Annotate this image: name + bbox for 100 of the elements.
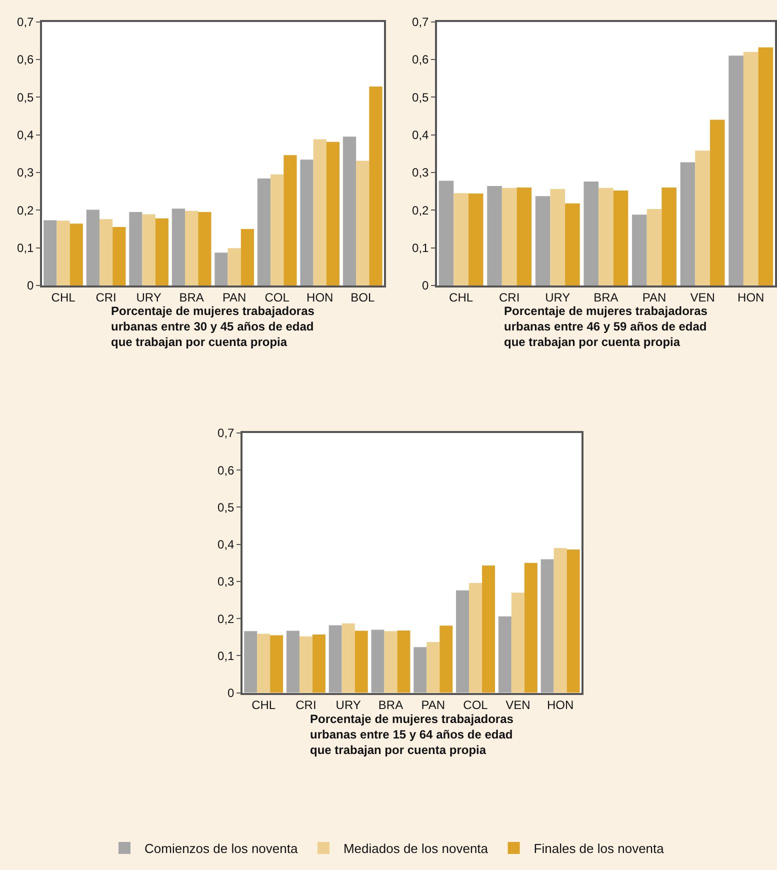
bar xyxy=(516,188,532,286)
bar xyxy=(286,630,300,693)
y-tick-label: 0,6 xyxy=(412,52,430,67)
bar xyxy=(438,180,454,286)
bar xyxy=(584,181,599,286)
y-tick-label: 0,6 xyxy=(17,52,34,67)
y-tick-label: 0,5 xyxy=(218,500,235,514)
bar xyxy=(369,86,382,286)
bar xyxy=(511,592,524,693)
bar xyxy=(758,47,774,286)
x-tick-label: URY xyxy=(336,698,361,712)
bar xyxy=(728,56,744,286)
x-axis-title: Porcentaje de mujeres trabajadoras urbanas entre 30 y 45 años de edad que trabajan por cuenta propia xyxy=(111,304,315,350)
x-tick-label: PAN xyxy=(642,290,666,305)
x-tick-label: PAN xyxy=(421,698,446,712)
bar xyxy=(257,178,271,286)
bar xyxy=(554,548,567,693)
y-tick-label: 0,1 xyxy=(412,240,430,255)
bar xyxy=(44,220,57,286)
bar xyxy=(540,559,554,693)
bar xyxy=(129,212,142,286)
bar xyxy=(172,208,186,286)
bar xyxy=(70,224,83,286)
x-tick-label: CRI xyxy=(498,290,520,305)
bar xyxy=(498,616,512,693)
bar xyxy=(240,228,254,286)
y-tick-label: 0,7 xyxy=(17,14,34,29)
bar xyxy=(356,160,370,286)
x-tick-label: URY xyxy=(545,290,570,305)
y-tick-label: 0,4 xyxy=(218,538,235,552)
bar xyxy=(469,582,482,693)
bar xyxy=(384,631,398,693)
bar xyxy=(482,566,496,693)
y-tick-label: 0,4 xyxy=(17,128,34,142)
bar xyxy=(456,590,470,693)
y-tick-label: 0,5 xyxy=(412,90,430,104)
x-tick-label: HON xyxy=(738,290,764,305)
bar xyxy=(99,219,113,286)
y-tick-label: 0,5 xyxy=(17,90,34,104)
bar xyxy=(155,218,168,286)
y-tick-label: 0,7 xyxy=(218,426,235,440)
bar xyxy=(414,647,427,693)
bar xyxy=(550,189,566,286)
bar xyxy=(397,630,410,693)
x-tick-label: BRA xyxy=(378,698,404,712)
y-tick-label: 0,1 xyxy=(218,648,235,663)
x-tick-label: CRI xyxy=(296,698,316,712)
bar xyxy=(257,634,270,693)
bar xyxy=(300,160,314,286)
bar xyxy=(299,636,312,693)
bar xyxy=(680,162,696,286)
bar xyxy=(354,630,368,693)
bar xyxy=(244,631,258,693)
bar xyxy=(710,120,725,286)
y-tick-label: 0 xyxy=(27,278,34,293)
bar xyxy=(112,227,126,286)
y-tick-label: 0,4 xyxy=(412,128,430,142)
x-tick-label: HON xyxy=(306,290,334,305)
bar xyxy=(743,52,758,286)
bar xyxy=(440,626,453,693)
y-tick-label: 0,2 xyxy=(17,203,34,218)
bar xyxy=(342,623,355,693)
y-tick-label: 0,2 xyxy=(412,203,430,218)
x-tick-label: HON xyxy=(546,698,574,712)
y-tick-label: 0,1 xyxy=(17,240,34,255)
bar xyxy=(214,252,228,286)
bar xyxy=(598,188,614,286)
x-tick-label: CRI xyxy=(96,290,116,305)
bar xyxy=(487,186,502,286)
legend-label: Comienzos de los noventa xyxy=(144,841,298,856)
x-tick-label: BRA xyxy=(179,290,204,305)
bar xyxy=(566,550,580,693)
bar xyxy=(86,210,100,286)
bar xyxy=(326,142,340,286)
y-tick-label: 0 xyxy=(422,278,430,293)
bar xyxy=(454,193,468,286)
legend-label: Finales de los noventa xyxy=(534,841,665,856)
bar xyxy=(468,194,484,286)
x-tick-label: COL xyxy=(264,290,290,305)
bar xyxy=(565,203,580,286)
bar xyxy=(426,642,440,693)
x-axis-title: Porcentaje de mujeres trabajadoras urbanas entre 46 y 59 años de edad que trabajan por cuenta propia xyxy=(504,304,708,350)
bar xyxy=(328,625,342,693)
x-tick-label: VEN xyxy=(506,698,530,712)
y-tick-label: 0,7 xyxy=(412,14,430,29)
bar xyxy=(198,212,212,286)
bar xyxy=(613,190,628,286)
bar xyxy=(228,248,241,286)
x-tick-label: BOL xyxy=(350,290,375,305)
bar xyxy=(313,139,326,286)
y-tick-label: 0,6 xyxy=(218,463,235,478)
bar xyxy=(312,634,326,693)
bar xyxy=(270,174,284,286)
bar xyxy=(646,208,662,286)
x-tick-label: CHL xyxy=(252,698,276,712)
bar xyxy=(524,562,538,693)
x-tick-label: URY xyxy=(136,290,162,305)
bar xyxy=(535,196,550,286)
x-tick-label: PAN xyxy=(222,290,246,305)
bar xyxy=(142,214,156,286)
